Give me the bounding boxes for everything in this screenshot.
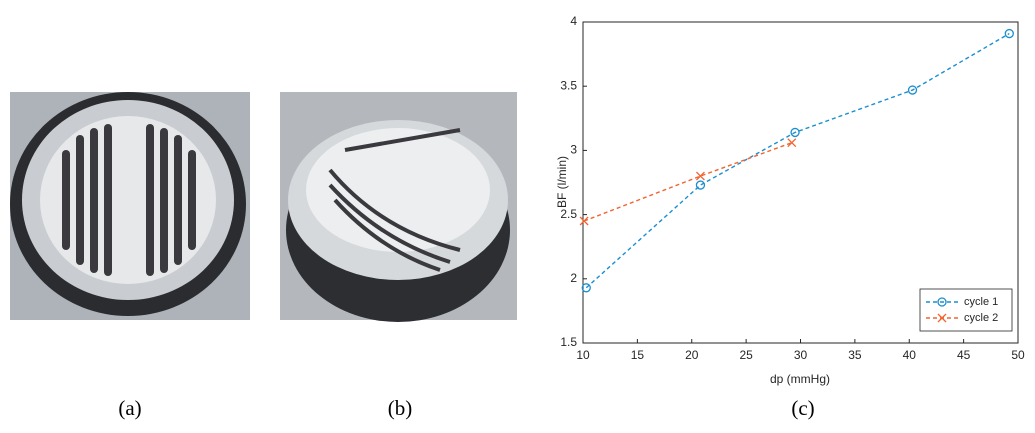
legend-label: cycle 2 bbox=[964, 312, 998, 324]
x-axis-label: dp (mmHg) bbox=[770, 372, 830, 386]
x-tick-label: 30 bbox=[794, 348, 808, 362]
legend-label: cycle 1 bbox=[964, 296, 998, 308]
x-tick-label: 35 bbox=[848, 348, 862, 362]
panel-label: (c) bbox=[791, 396, 814, 420]
photo-b bbox=[280, 92, 517, 322]
x-tick-label: 40 bbox=[903, 348, 917, 362]
panel-label: (b) bbox=[388, 396, 413, 420]
panel-label: (a) bbox=[118, 396, 141, 420]
photo-a bbox=[10, 92, 250, 320]
y-axis-label: BF (l/min) bbox=[555, 156, 569, 208]
y-tick-label: 2.5 bbox=[560, 207, 577, 221]
y-tick-label: 2 bbox=[570, 271, 577, 285]
x-tick-label: 15 bbox=[631, 348, 645, 362]
x-tick-label: 10 bbox=[576, 348, 590, 362]
y-tick-label: 4 bbox=[570, 14, 577, 28]
figure: (a) (b) (c) dp (mmHg) BF (l/min) 10 15 20 2… bbox=[0, 0, 1035, 433]
x-tick-label: 20 bbox=[685, 348, 699, 362]
y-tick-label: 3.5 bbox=[560, 78, 577, 92]
y-tick-label: 3 bbox=[570, 143, 577, 157]
x-tick-label: 50 bbox=[1011, 348, 1025, 362]
y-tick-label: 1.5 bbox=[560, 335, 577, 349]
x-tick-label: 45 bbox=[957, 348, 971, 362]
x-tick-label: 25 bbox=[739, 348, 753, 362]
